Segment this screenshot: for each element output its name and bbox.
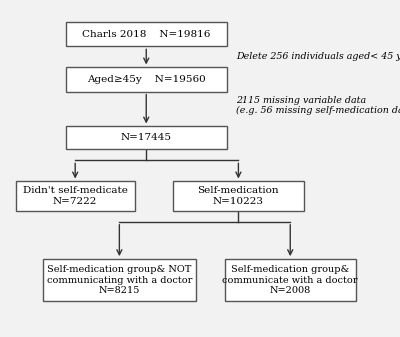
FancyBboxPatch shape <box>173 181 304 211</box>
Text: Self-medication
N=10223: Self-medication N=10223 <box>198 186 279 206</box>
Text: N=17445: N=17445 <box>121 133 172 142</box>
FancyBboxPatch shape <box>66 22 227 47</box>
Text: Didn't self-medicate
N=7222: Didn't self-medicate N=7222 <box>23 186 128 206</box>
FancyBboxPatch shape <box>66 67 227 92</box>
Text: Delete 256 individuals aged< 45 years: Delete 256 individuals aged< 45 years <box>236 52 400 61</box>
FancyBboxPatch shape <box>66 126 227 149</box>
Text: Charls 2018    N=19816: Charls 2018 N=19816 <box>82 30 210 39</box>
Text: Self-medication group& NOT
communicating with a doctor
N=8215: Self-medication group& NOT communicating… <box>47 265 192 295</box>
Text: Self-medication group&
communicate with a doctor
N=2008: Self-medication group& communicate with … <box>222 265 358 295</box>
Text: 2115 missing variable data: 2115 missing variable data <box>236 96 367 105</box>
Text: (e.g. 56 missing self-medication data): (e.g. 56 missing self-medication data) <box>236 106 400 115</box>
FancyBboxPatch shape <box>225 259 356 301</box>
FancyBboxPatch shape <box>42 259 196 301</box>
FancyBboxPatch shape <box>16 181 135 211</box>
Text: Aged≥45y    N=19560: Aged≥45y N=19560 <box>87 75 206 84</box>
